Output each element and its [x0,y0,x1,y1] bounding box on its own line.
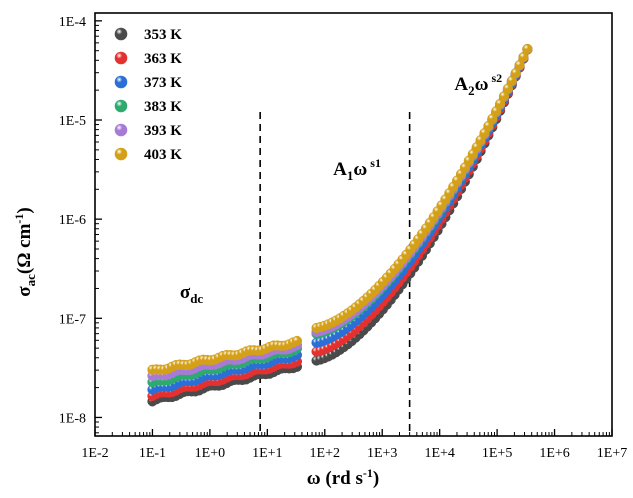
region-annotations: σdc A1ω s1 A2ω s2 [180,71,502,306]
x-tick-label: 1E+7 [597,446,627,461]
annotation-a2: A2ω s2 [454,71,502,98]
plot-border [94,12,613,437]
y-tick-label: 1E-8 [59,411,86,426]
y-tick-label: 1E-6 [59,213,86,228]
legend-marker [114,75,128,89]
legend-marker [114,123,128,137]
x-tick-label: 1E-1 [139,446,166,461]
annotation-a1: A1ω s1 [333,156,381,183]
x-axis-title: ω (rd s-1) [307,466,379,489]
x-tick-label: 1E+6 [539,446,569,461]
legend-label: 393 K [144,123,182,139]
x-tick-label: 1E+1 [252,446,282,461]
y-tick-label: 1E-7 [59,312,86,327]
legend-marker [114,147,128,161]
axis-ticks: 1E-2 1E-1 1E+0 1E+1 1E+2 1E+3 1E+4 1E+5 1E+6 1E+7… [59,15,627,461]
plot-frame [94,12,613,437]
legend-label: 363 K [144,51,182,67]
x-tick-label: 1E+4 [424,446,454,461]
legend-marker [114,99,128,113]
legend-label: 353 K [144,27,182,43]
data-points [147,43,533,407]
data-point [518,51,529,63]
legend-marker [114,27,128,41]
legend-label: 383 K [144,99,182,115]
y-tick-label: 1E-5 [59,114,86,129]
legend-label: 373 K [144,75,182,91]
legend-marker [114,51,128,65]
legend: 353 K 363 K 373 K 383 K 393 K 403 K [114,27,182,163]
data-point [291,335,303,346]
data-point [522,43,533,54]
y-tick-label: 1E-4 [59,15,86,30]
x-tick-label: 1E+5 [482,446,512,461]
x-tick-label: 1E+0 [195,446,225,461]
legend-label: 403 K [144,147,182,163]
x-tick-label: 1E+3 [367,446,397,461]
series-353k [147,44,533,407]
x-tick-label: 1E-2 [81,446,108,461]
annotation-sdc: σdc [180,282,204,306]
series-403k [147,43,533,375]
x-tick-label: 1E+2 [310,446,340,461]
y-axis-title: σac(Ω cm-1) [12,207,38,297]
